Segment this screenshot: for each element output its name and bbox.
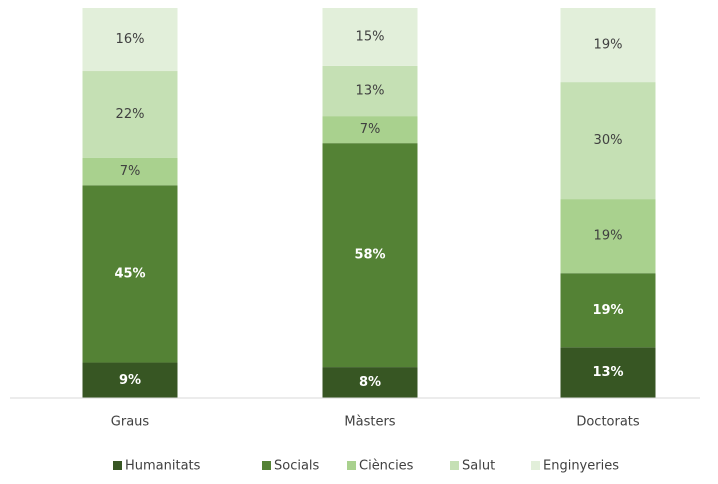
- bar-segment: [560, 273, 656, 348]
- legend-label: Humanitats: [125, 459, 201, 474]
- x-tick-label: Màsters: [344, 415, 395, 430]
- data-label: 8%: [359, 375, 381, 390]
- data-label: 58%: [354, 248, 385, 263]
- legend-swatch: [262, 461, 271, 470]
- bar-segment: [82, 71, 178, 158]
- bar-segment: [82, 157, 178, 186]
- data-label: 13%: [592, 365, 623, 380]
- legend-label: Salut: [462, 459, 495, 474]
- data-label: 7%: [120, 164, 141, 179]
- bar-segment: [322, 116, 418, 144]
- x-tick-label: Graus: [111, 415, 150, 430]
- data-label: 13%: [356, 84, 385, 99]
- data-label: 45%: [114, 266, 145, 281]
- data-label: 19%: [594, 229, 623, 244]
- bar-segment: [560, 347, 656, 398]
- legend-swatch: [113, 461, 122, 470]
- legend-swatch: [531, 461, 540, 470]
- data-label: 7%: [360, 122, 381, 137]
- data-label: 9%: [119, 373, 141, 388]
- legend-swatch: [347, 461, 356, 470]
- bar-segment: [322, 65, 418, 117]
- bar-segment: [82, 8, 178, 72]
- data-label: 15%: [356, 29, 385, 44]
- bar-segment: [322, 143, 418, 368]
- bar-segment: [322, 8, 418, 66]
- data-label: 16%: [116, 32, 145, 47]
- data-label: 30%: [594, 133, 623, 148]
- bar-segment: [560, 8, 656, 83]
- bar-segment: [82, 362, 178, 398]
- bar-segment: [560, 199, 656, 274]
- bar-segment: [560, 82, 656, 200]
- bar-segment: [82, 185, 178, 363]
- bar-segment: [322, 367, 418, 398]
- legend-label: Socials: [274, 459, 320, 474]
- x-tick-label: Doctorats: [576, 415, 640, 430]
- legend-label: Ciències: [359, 459, 414, 474]
- legend-label: Enginyeries: [543, 459, 619, 474]
- data-label: 19%: [592, 303, 623, 318]
- legend-swatch: [450, 461, 459, 470]
- data-label: 19%: [594, 38, 623, 53]
- data-label: 22%: [116, 107, 145, 122]
